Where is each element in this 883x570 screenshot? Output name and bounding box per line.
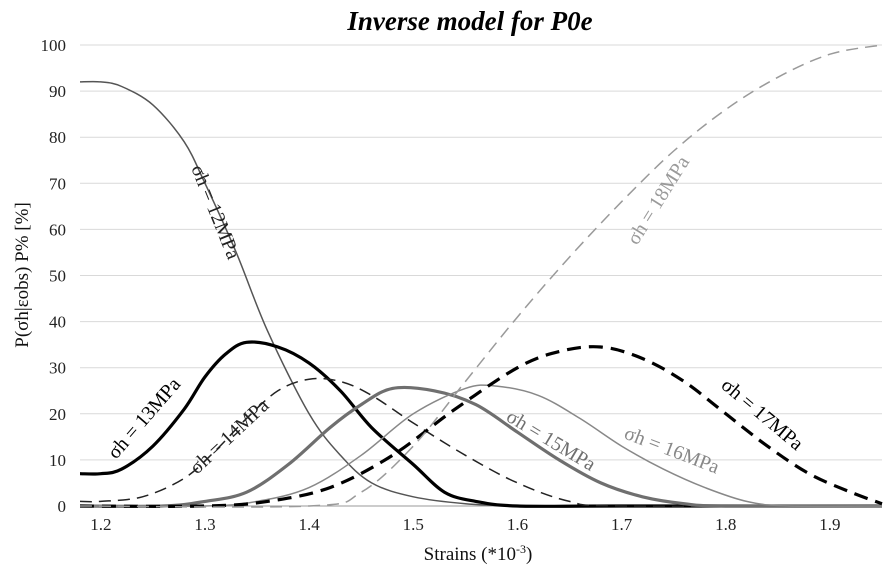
x-axis-title-main: Strains (*10	[424, 544, 516, 565]
x-tick-label: 1.8	[715, 515, 736, 534]
x-tick-label: 1.2	[90, 515, 111, 534]
x-axis-title-exponent: -3	[516, 542, 526, 556]
series-line-15mpa	[79, 385, 883, 508]
y-tick-label: 80	[49, 128, 66, 147]
y-tick-label: 50	[49, 267, 66, 286]
y-tick-label: 40	[49, 313, 66, 332]
y-tick-label: 100	[41, 36, 67, 55]
chart-title: Inverse model for P0e	[346, 6, 592, 36]
x-tick-label: 1.9	[819, 515, 840, 534]
curve-label-12mpa: σh = 12MPa	[186, 162, 244, 263]
y-tick-label: 20	[49, 405, 66, 424]
x-tick-label: 1.3	[194, 515, 215, 534]
x-tick-labels: 1.2 1.3 1.4 1.5 1.6 1.7 1.8 1.9	[90, 515, 840, 534]
y-axis-title: P(σh|εobs) P% [%]	[12, 202, 33, 348]
x-tick-label: 1.4	[299, 515, 321, 534]
curve-label-18mpa: σh = 18MPa	[623, 152, 695, 248]
y-tick-label: 70	[49, 174, 66, 193]
series-line-14mpa	[79, 377, 883, 508]
series-line-18mpa	[79, 44, 883, 508]
x-axis-title: Strains (*10-3)	[424, 542, 533, 565]
series-lines	[79, 44, 883, 508]
series-line-13mpa	[79, 340, 882, 508]
y-tick-label: 90	[49, 82, 66, 101]
series-line-16mpa	[79, 384, 883, 508]
series-line-17mpa	[79, 345, 883, 508]
y-tick-label: 60	[49, 220, 66, 239]
y-tick-label: 10	[49, 451, 66, 470]
curve-label-13mpa: σh = 13MPa	[103, 373, 185, 463]
curve-label-15mpa: σh = 15MPa	[502, 405, 599, 475]
x-tick-label: 1.5	[403, 515, 424, 534]
curve-label-14mpa: σh = 14MPa	[185, 394, 273, 478]
x-axis-title-close: )	[526, 544, 532, 565]
curve-label-16mpa: σh = 16MPa	[621, 422, 722, 478]
y-tick-label: 0	[58, 497, 67, 516]
x-tick-label: 1.6	[507, 515, 528, 534]
x-tick-label: 1.7	[611, 515, 633, 534]
gridlines	[80, 44, 882, 461]
curve-labels: σh = 12MPa σh = 13MPa σh = 14MPa σh = 15…	[103, 152, 807, 478]
y-tick-label: 30	[49, 359, 66, 378]
y-tick-labels: 0 10 20 30 40 50 60 70 80 90 100	[41, 36, 67, 516]
